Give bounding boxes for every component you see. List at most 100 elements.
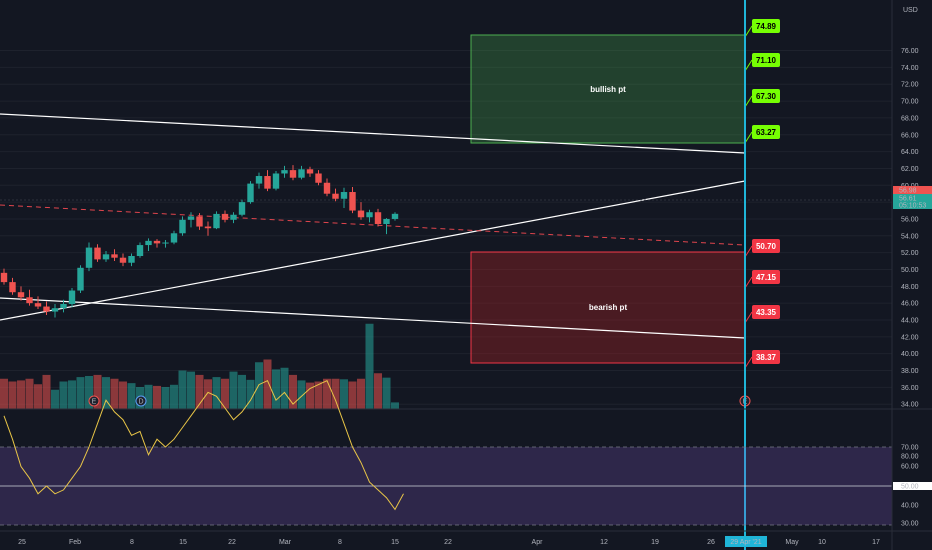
volume-bar: [263, 359, 272, 409]
candle-body: [323, 182, 331, 194]
time-tick-label: 25: [18, 539, 26, 546]
candle-body: [170, 233, 178, 243]
candle-body: [391, 213, 399, 219]
candle-body: [179, 219, 186, 234]
trendline-support[interactable]: [0, 180, 746, 321]
volume-bar: [8, 381, 17, 409]
candle-body: [102, 254, 110, 260]
price-tick-label: 76.00: [901, 48, 919, 55]
candle-body: [332, 193, 339, 199]
target-tags: 74.89 71.10 67.30 63.27 50.70 47.15 43.35 38.37: [744, 19, 780, 369]
target-tag-label: 47.15: [756, 273, 777, 282]
volume-bar: [272, 369, 280, 409]
volume-bar: [348, 381, 357, 409]
candle-body: [153, 240, 161, 244]
target-tag: [752, 89, 780, 103]
volume-bar: [221, 378, 229, 409]
price-tick-label: 64.00: [901, 149, 919, 156]
target-pointer: [744, 276, 753, 289]
price-axis[interactable]: USD 34.00 36.00 38.00 40.00 42.00 44.00 46.00 4…: [891, 0, 919, 550]
price-marker: [893, 201, 932, 209]
candle-body: [26, 297, 33, 304]
bullish-zone[interactable]: [470, 34, 746, 144]
trendline-upper[interactable]: [0, 113, 746, 154]
volume-bar: [51, 389, 59, 409]
volume-bar: [365, 323, 374, 409]
target-pointer: [744, 95, 753, 108]
target-pointer: [744, 25, 753, 38]
candle-body: [136, 245, 144, 257]
volume-bar: [102, 377, 110, 409]
candle-body: [230, 214, 237, 220]
price-marker: [893, 194, 932, 202]
candle-body: [281, 170, 288, 174]
price-marker-label: 56.98: [899, 188, 917, 195]
trendlines[interactable]: [0, 113, 892, 339]
rsi-current-marker: [893, 482, 932, 490]
volume-bar: [357, 378, 365, 409]
candle-body: [9, 282, 16, 293]
volume-bar: [59, 381, 68, 409]
volume-bar: [289, 374, 297, 409]
price-tick-label: 50.00: [901, 267, 919, 274]
time-tick-label: 17: [872, 539, 880, 546]
price-tick-label: 36.00: [901, 385, 919, 392]
price-tick-label: 52.00: [901, 250, 919, 257]
volume-bar: [229, 371, 238, 409]
volume-bar: [0, 378, 8, 409]
candle-body: [315, 173, 322, 183]
price-tick-label: 54.00: [901, 233, 919, 240]
candle-body: [204, 226, 212, 229]
time-tick-label: Apr: [532, 539, 544, 546]
time-tick-label: 26: [707, 539, 715, 546]
trendline-dashed[interactable]: [0, 204, 746, 246]
volume-bar: [127, 383, 136, 409]
volume-bar: [187, 371, 195, 409]
candle-body: [34, 303, 42, 307]
volume-bar: [25, 378, 34, 409]
target-pointer: [744, 245, 753, 258]
trendline-lower[interactable]: [0, 297, 746, 339]
price-tick-label: 40.00: [901, 351, 919, 358]
candle-body: [383, 218, 390, 225]
time-tick-label: 15: [179, 539, 187, 546]
price-tick-label: 42.00: [901, 334, 919, 341]
candle-body: [94, 247, 101, 260]
volume-bar: [246, 379, 255, 409]
volume-bar: [195, 374, 204, 409]
volume-bar: [17, 380, 25, 409]
volume-bar: [212, 377, 221, 409]
event-marker: [88, 395, 100, 407]
time-axis[interactable]: 25 Feb 8 15 22 Mar 8 15 22 Apr 12 19 26 29 Apr '21 May…: [0, 530, 932, 547]
candle-body: [289, 170, 297, 178]
currency-label: USD: [903, 7, 918, 14]
price-tick-label: 62.00: [901, 166, 919, 173]
candle-body: [187, 216, 195, 220]
candle-body: [357, 210, 365, 218]
candle-body: [196, 216, 203, 227]
target-pointer: [744, 356, 753, 369]
target-tag: [752, 270, 780, 284]
time-tick-label: 12: [600, 539, 608, 546]
volume-bar: [93, 374, 102, 409]
volume-bar: [42, 374, 51, 409]
time-tick-label: May: [785, 539, 799, 546]
volume-bar: [178, 370, 187, 409]
bearish-zone[interactable]: [470, 251, 746, 364]
candle-body: [60, 304, 67, 309]
volume-bar: [374, 373, 382, 409]
price-marker-label: 56.61: [899, 196, 917, 203]
price-tick-label: 56.00: [901, 216, 919, 223]
rsi-tick-label: 70.00: [901, 445, 919, 452]
volume-bar: [119, 381, 127, 409]
target-zones: bullish pt bearish pt: [470, 34, 746, 364]
candlesticks: [0, 165, 399, 318]
candle-body: [272, 173, 280, 189]
candle-body: [238, 202, 246, 215]
rsi-line: [3, 380, 404, 511]
candle-body: [17, 292, 25, 298]
candle-body: [247, 183, 254, 203]
